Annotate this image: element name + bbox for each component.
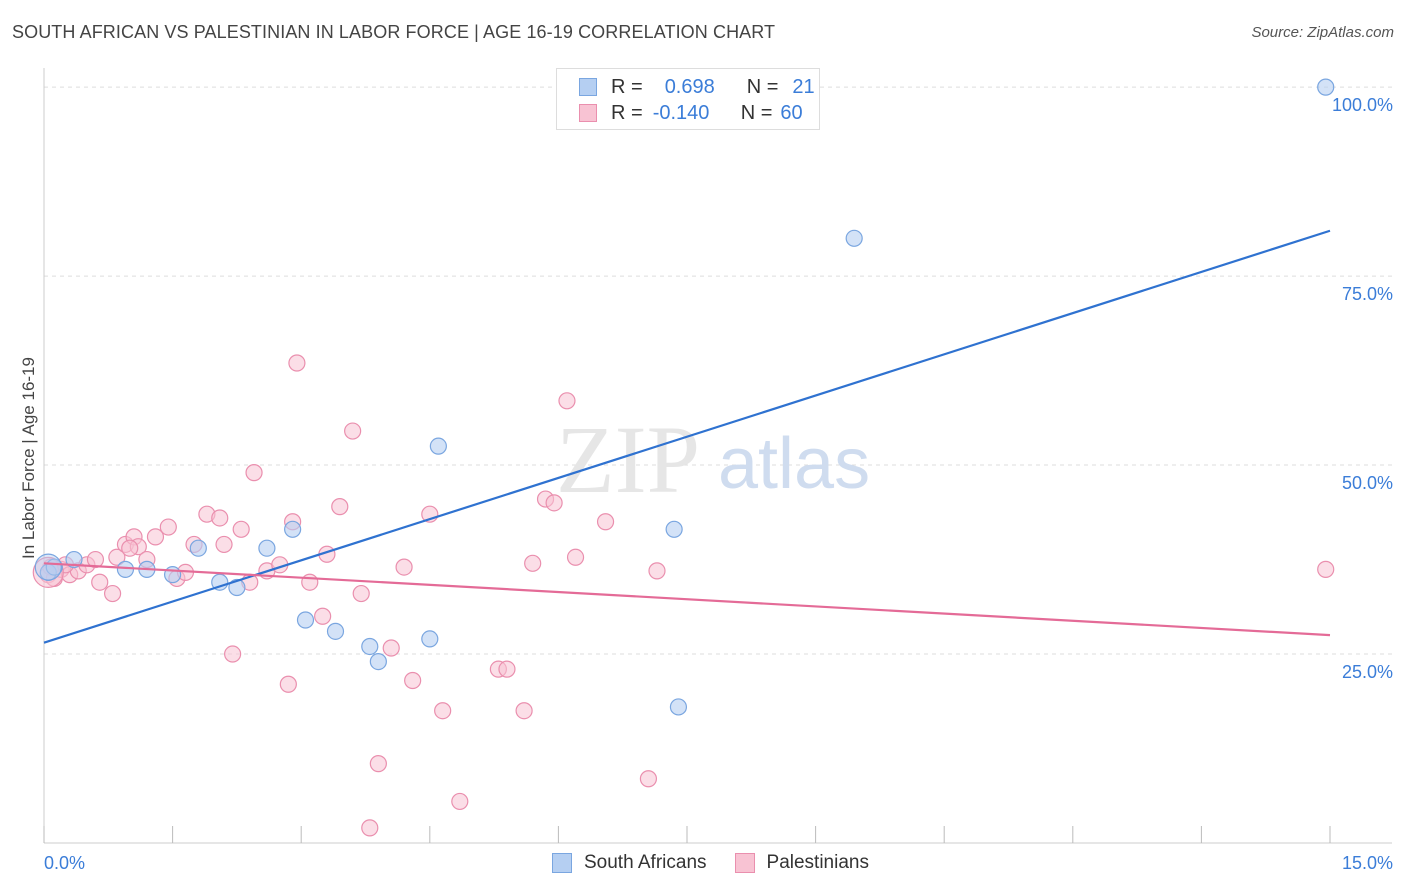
palestinians-trend-line [43,562,1331,637]
palestinian-point [639,770,658,788]
palestinian-point [361,819,379,837]
south-africans-points [34,78,1335,716]
y-tick-label: 75.0% [1342,284,1393,304]
legend-swatch-pink [579,104,597,122]
stats-legend: R = 0.698 N = 21 R = -0.140 N = 60 [556,68,820,130]
palestinian-point [232,520,250,538]
south-african-point [421,630,439,648]
south-african-point [116,560,135,578]
legend-row-palestinians: R = -0.140 N = 60 [579,101,803,125]
south-african-point [669,698,688,716]
palestinian-point [596,513,615,531]
palestinian-point [352,584,370,603]
legend-r-label: R = [611,101,643,124]
series-legend: South Africans Palestinians [552,852,897,874]
tick-labels: 25.0% 50.0% 75.0% 100.0% 0.0% 15.0% [44,95,1393,873]
south-african-point [65,550,83,569]
legend-r-label: R = [611,75,643,98]
palestinian-point [288,354,306,372]
palestinian-point [1317,560,1335,578]
palestinian-point [146,528,165,546]
south-african-point [284,520,302,538]
south-africans-trend-line [43,229,1331,644]
watermark-zip: ZIP [556,406,700,513]
chart-title: SOUTH AFRICAN VS PALESTINIAN IN LABOR FO… [12,22,776,42]
legend-swatch-pink [734,853,755,873]
legend-label: South Africans [584,852,707,873]
palestinian-point [301,573,319,591]
palestinian-point [344,422,362,440]
palestinian-point [558,392,576,410]
y-tick-label: 50.0% [1342,473,1393,493]
south-african-point [296,611,315,629]
legend-item-palestinians[interactable]: Palestinians [734,852,869,874]
legend-n-value: 60 [780,101,803,124]
trend-lines [43,229,1331,644]
x-tick-label: 0.0% [44,853,85,873]
legend-row-south-africans: R = 0.698 N = 21 [579,75,815,99]
source-label: Source: ZipAtlas.com [1251,24,1394,41]
south-african-point [258,539,276,557]
watermark: ZIP atlas [556,406,870,513]
legend-label: Palestinians [766,852,869,873]
palestinian-point [451,792,469,811]
palestinian-point [382,639,400,657]
south-african-point [189,539,207,557]
south-african-point [665,520,683,538]
legend-n-label: N = [740,101,773,124]
south-african-point [361,637,379,656]
palestinian-point [121,539,139,557]
palestinian-point [524,554,542,572]
palestinian-point [224,645,242,663]
palestinian-point [369,755,387,773]
y-axis-label: In Labor Force | Age 16-19 [19,357,38,559]
palestinian-point [91,573,109,591]
palestinian-point [498,660,516,678]
legend-swatch-blue [579,78,597,96]
palestinian-point [159,518,177,536]
palestinian-point [566,548,585,566]
legend-r-value: 0.698 [664,75,715,98]
palestinian-point [648,562,666,580]
y-tick-label: 25.0% [1342,662,1393,682]
x-tick-label: 15.0% [1342,853,1393,873]
palestinian-point [215,535,233,554]
legend-r-value: -0.140 [652,101,710,124]
south-african-point [429,437,447,455]
legend-item-south-africans[interactable]: South Africans [552,852,707,874]
palestinian-point [434,702,452,720]
grid-layer [44,86,1392,655]
south-african-point [164,566,182,584]
palestinian-point [515,702,533,720]
palestinian-point [331,498,349,516]
palestinian-point [314,607,332,625]
palestinian-point [395,558,413,576]
south-african-point [1317,78,1335,96]
legend-n-value: 21 [792,75,815,98]
south-african-point [326,622,345,640]
palestinian-point [279,675,297,693]
palestinian-point [86,550,105,569]
palestinian-point [545,494,563,512]
south-african-point [228,578,246,597]
legend-n-label: N = [746,75,779,98]
axes-layer [43,68,1392,844]
palestinian-point [108,548,126,566]
palestinian-point [404,671,422,690]
y-tick-label: 100.0% [1332,95,1393,115]
south-african-point [845,229,863,247]
palestinian-point [103,584,122,603]
legend-swatch-blue [552,853,572,873]
watermark-atlas: atlas [718,424,870,504]
palestinian-point [211,509,229,527]
south-african-point [369,652,387,671]
palestinian-point [245,464,263,482]
south-african-point [34,553,62,581]
